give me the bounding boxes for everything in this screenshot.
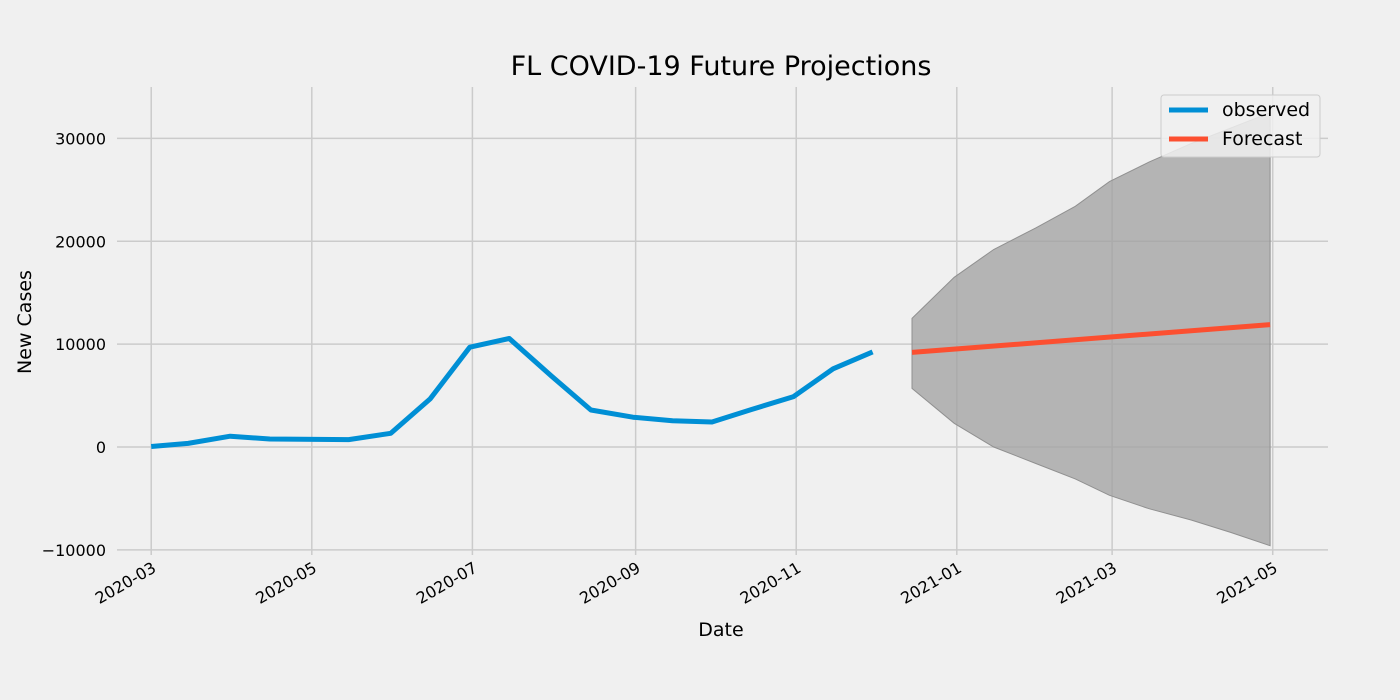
- series-lines: [150, 322, 1271, 449]
- legend: observed Forecast: [1160, 94, 1321, 158]
- series-line-forecast: [911, 322, 1271, 355]
- chart-title: FL COVID-19 Future Projections: [511, 51, 932, 82]
- y-tick-label: 0: [96, 438, 106, 457]
- y-tick-label: 30000: [55, 129, 106, 148]
- y-tick-label: 20000: [55, 232, 106, 251]
- confidence-band: [911, 111, 1271, 547]
- y-tick-label: −10000: [42, 541, 106, 560]
- y-axis-label: New Cases: [14, 270, 36, 374]
- x-axis-label: Date: [698, 619, 743, 641]
- series-line-observed: [150, 336, 874, 449]
- y-axis-ticks: −10000 0 10000 20000 30000: [42, 129, 106, 559]
- legend-label-forecast: Forecast: [1222, 128, 1302, 150]
- confidence-interval: [911, 111, 1271, 547]
- y-tick-label: 10000: [55, 335, 106, 354]
- legend-label-observed: observed: [1222, 99, 1310, 121]
